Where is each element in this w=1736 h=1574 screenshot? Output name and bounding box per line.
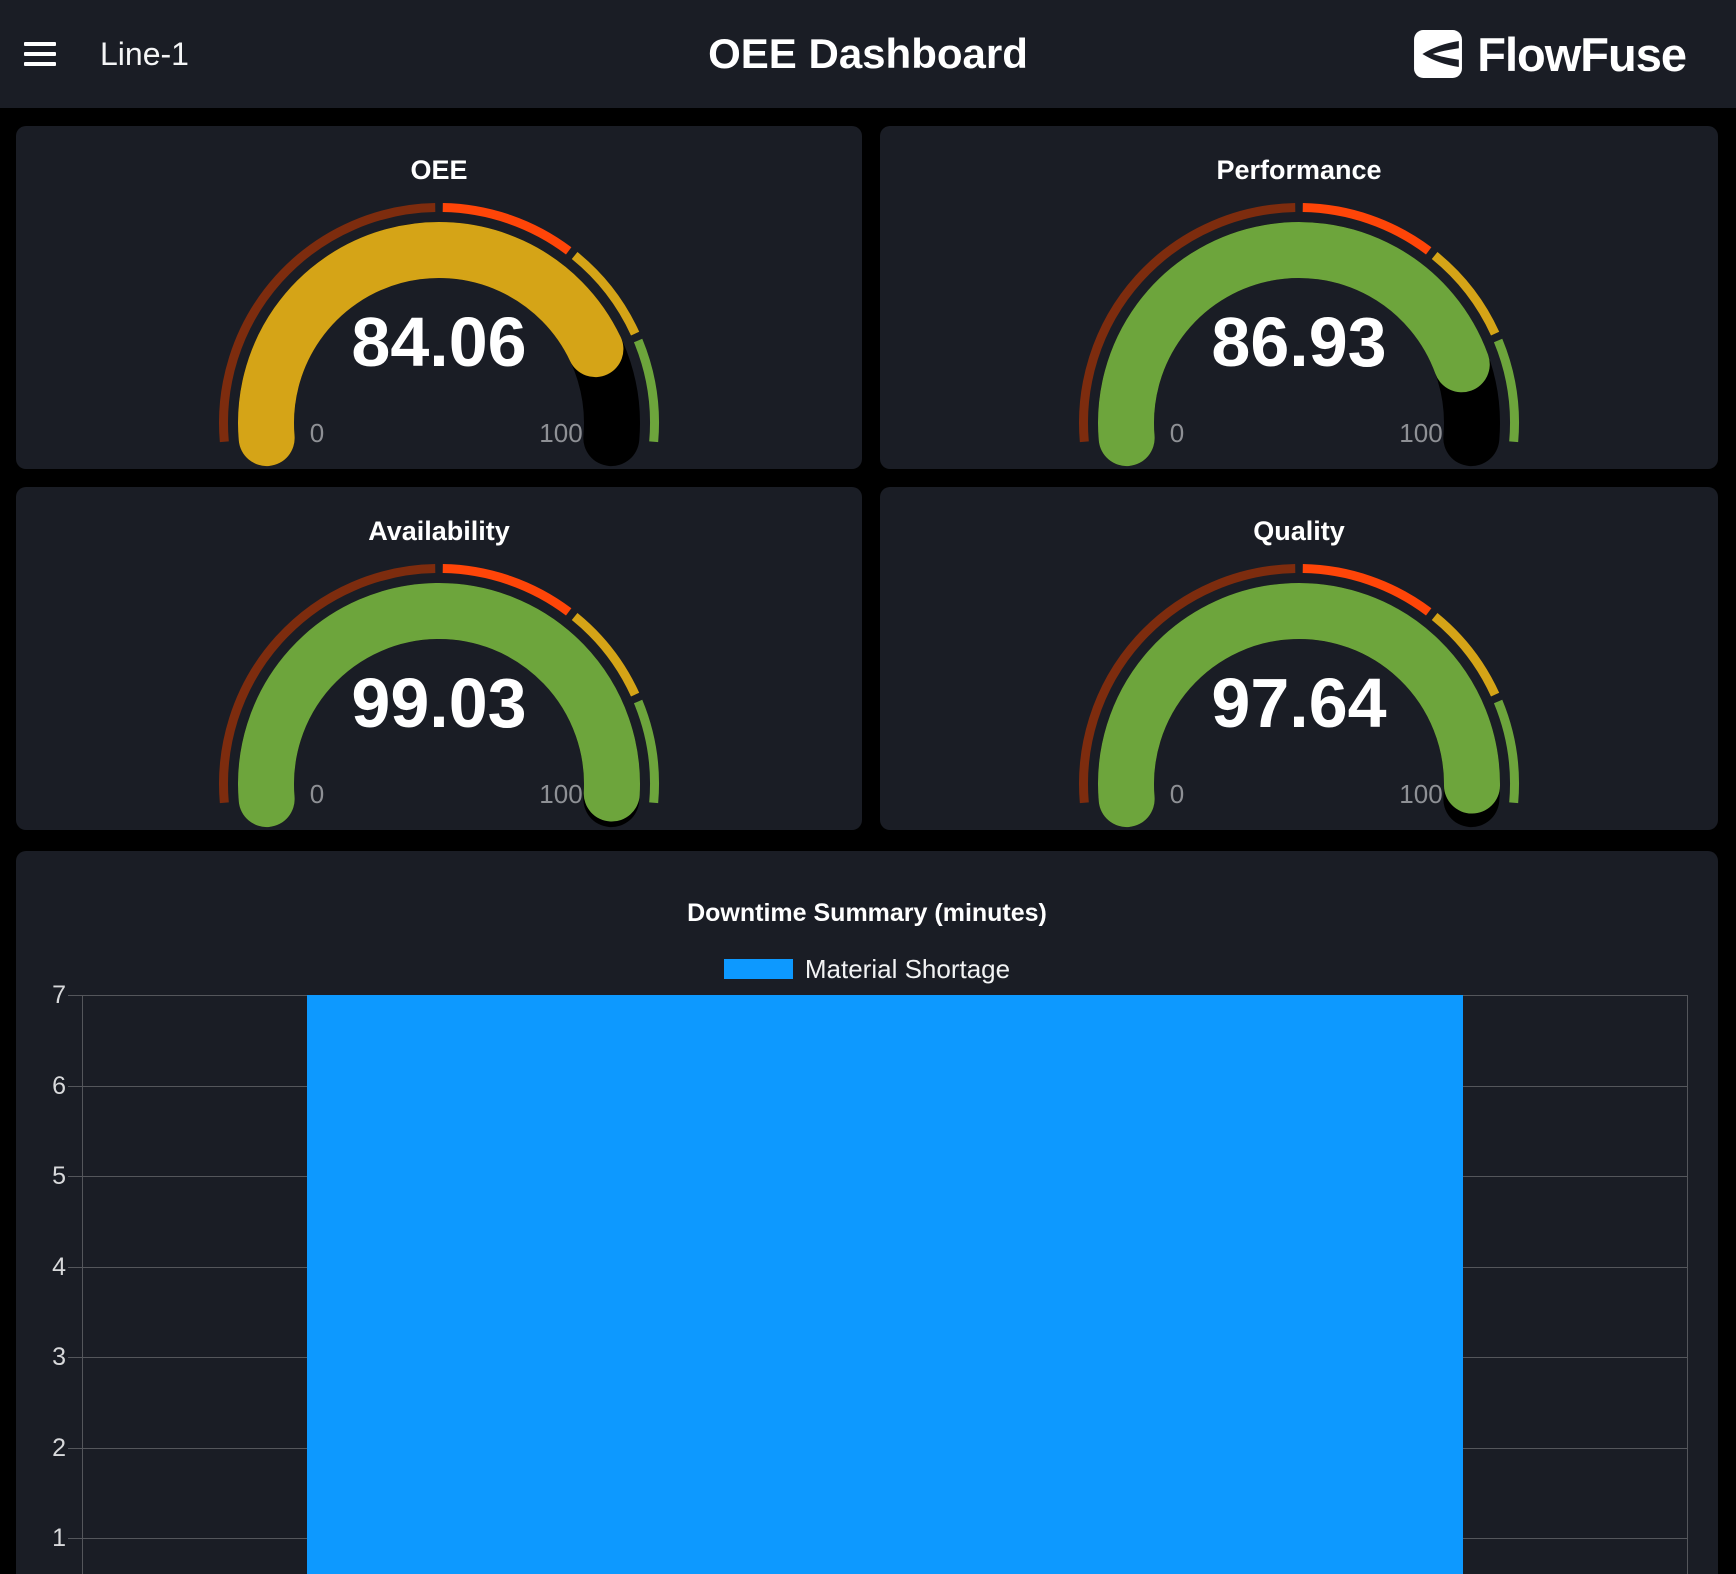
gauge-card-availability: Availability 99.03 0 100 [16,487,862,830]
gauge-title: Availability [368,516,510,546]
chart-plot-area: 7 6 5 4 3 2 1 [52,981,1688,1574]
hamburger-bar [24,42,56,46]
legend-item[interactable]: Material Shortage [723,954,1011,984]
gauge-value-arc [238,583,640,828]
y-axis-tick-label: 3 [52,1343,66,1372]
current-page-label: Line-1 [100,36,189,72]
gauge-max-label: 100 [1399,418,1443,448]
brand-logo: FlowFuse [1413,0,1687,108]
downtime-chart-card: Downtime Summary (minutes) Material Shor… [16,851,1718,1574]
gauge-value: 97.64 [1211,664,1387,742]
gauge-arc [219,564,659,828]
gauge-card-performance: Performance 86.93 0 100 [880,126,1718,469]
y-axis-tick [68,1447,82,1449]
gauge-band-ring [633,699,659,804]
gauge-value-arc [1098,583,1500,828]
gauge-arc [1079,203,1519,467]
y-axis-tick [68,995,82,996]
y-axis-tick [68,1538,82,1540]
y-axis-tick-label: 6 [52,1071,66,1100]
hamburger-menu-icon[interactable] [24,40,56,68]
gauge-max-label: 100 [1399,779,1443,809]
chart-legend: Material Shortage [16,956,1718,982]
flowfuse-icon [1414,30,1463,78]
gauge-value: 99.03 [351,664,527,742]
gauge-band-ring [1493,699,1519,804]
gauge-title: Performance [1216,155,1382,185]
legend-swatch [723,959,793,979]
legend-label: Material Shortage [804,954,1011,984]
y-axis-tick [68,1266,82,1268]
gauge-max-label: 100 [539,418,583,448]
gauge-card-quality: Quality 97.64 0 100 [880,487,1718,830]
y-axis-tick-label: 4 [52,1252,66,1281]
gauge-min-label: 0 [309,779,325,809]
page-title: OEE Dashboard [708,30,1028,77]
hamburger-bar [24,62,56,66]
y-axis-tick-label: 5 [52,1162,66,1191]
gauge-band-ring [1431,613,1500,697]
gauge-band-ring [442,564,572,616]
hamburger-bar [24,52,56,56]
gauge-min-label: 0 [1169,779,1185,809]
gauge-band-ring [1079,564,1296,804]
chart-right-border [1687,995,1688,1574]
gauge-band-ring [571,252,640,336]
gauge-value: 86.93 [1211,303,1387,381]
gauge-band-ring [219,564,436,804]
y-axis-tick [68,1357,82,1359]
gauge-value-arc [238,222,624,467]
brand-name: FlowFuse [1477,27,1687,81]
gauge-arc [1079,564,1519,828]
y-axis-line [82,995,83,1574]
y-axis-tick-label: 2 [52,1433,66,1462]
gauge-band-ring [1431,252,1500,336]
gauge-title: Quality [1253,516,1345,546]
y-axis-tick-label: 7 [52,981,66,1009]
gauge-value-arc [1098,222,1490,467]
gauge-band-ring [633,338,659,443]
chart-title: Downtime Summary (minutes) [687,899,1047,927]
gauge-value: 84.06 [351,303,527,381]
gauge-band-ring [1493,338,1519,443]
gauge-band-ring [1302,203,1432,255]
bar-material-shortage[interactable] [306,995,1464,1574]
gauge-band-ring [1302,564,1432,616]
gauge-band-ring [442,203,572,255]
gauge-band-ring [571,613,640,697]
gauge-band-ring [219,203,436,443]
gauge-min-label: 0 [1169,418,1185,448]
y-axis-tick [68,1085,82,1087]
gauge-min-label: 0 [309,418,325,448]
gauge-arc [219,203,659,467]
y-axis-tick-label: 1 [52,1524,66,1553]
y-axis-tick [68,1176,82,1178]
gauge-card-oee: OEE 84.06 0 100 [16,126,862,469]
top-bar: Line-1 OEE Dashboard FlowFuse [0,0,1736,108]
gauge-title: OEE [410,155,468,185]
gauge-band-ring [1079,203,1296,443]
gauge-max-label: 100 [539,779,583,809]
